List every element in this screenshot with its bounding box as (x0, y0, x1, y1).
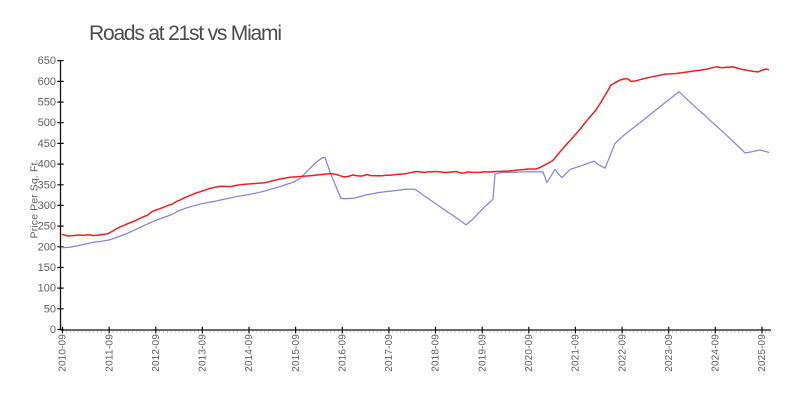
svg-text:Price Per Sq. Ft.: Price Per Sq. Ft. (29, 160, 41, 239)
svg-text:2012-09: 2012-09 (151, 334, 162, 372)
svg-text:400: 400 (38, 159, 56, 171)
svg-text:150: 150 (38, 262, 56, 274)
svg-text:2025-09: 2025-09 (757, 334, 768, 372)
svg-text:2013-09: 2013-09 (198, 334, 209, 372)
svg-text:550: 550 (38, 97, 56, 109)
svg-text:2017-09: 2017-09 (384, 334, 395, 372)
svg-text:250: 250 (38, 221, 56, 233)
svg-text:2011-09: 2011-09 (104, 334, 115, 372)
svg-text:2014-09: 2014-09 (244, 334, 255, 372)
svg-text:100: 100 (38, 283, 56, 295)
svg-text:2016-09: 2016-09 (338, 334, 349, 372)
svg-text:500: 500 (38, 117, 56, 129)
svg-text:Roads at 21st vs Miami: Roads at 21st vs Miami (89, 22, 282, 45)
svg-text:50: 50 (44, 303, 56, 315)
svg-text:2024-09: 2024-09 (711, 334, 722, 372)
svg-text:0: 0 (50, 324, 56, 336)
svg-text:2010-09: 2010-09 (58, 334, 69, 372)
svg-text:2018-09: 2018-09 (431, 334, 442, 372)
svg-text:2021-09: 2021-09 (571, 334, 582, 372)
svg-text:2020-09: 2020-09 (524, 334, 535, 372)
svg-text:600: 600 (38, 76, 56, 88)
svg-text:200: 200 (38, 241, 56, 253)
svg-text:2022-09: 2022-09 (617, 334, 628, 372)
svg-text:450: 450 (38, 138, 56, 150)
svg-text:2015-09: 2015-09 (291, 334, 302, 372)
svg-text:350: 350 (38, 179, 56, 191)
svg-text:650: 650 (38, 55, 56, 67)
svg-text:300: 300 (38, 200, 56, 212)
svg-text:2023-09: 2023-09 (664, 334, 675, 372)
svg-text:2019-09: 2019-09 (477, 334, 488, 372)
